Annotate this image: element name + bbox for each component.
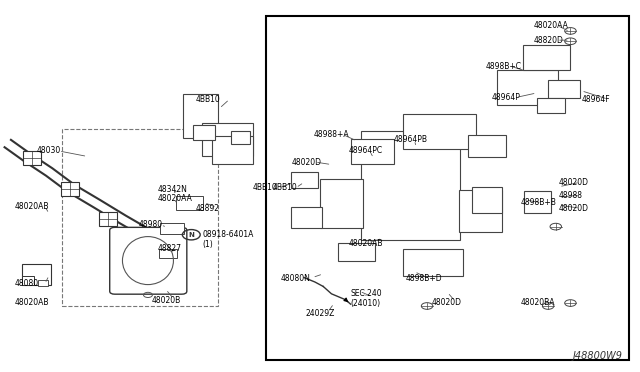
FancyBboxPatch shape — [159, 248, 177, 258]
FancyBboxPatch shape — [231, 131, 250, 144]
FancyBboxPatch shape — [99, 212, 116, 226]
FancyBboxPatch shape — [202, 123, 253, 157]
Text: 48892: 48892 — [196, 203, 220, 213]
FancyBboxPatch shape — [472, 187, 502, 212]
Text: 48020B: 48020B — [151, 296, 180, 305]
Text: 48020BA: 48020BA — [521, 298, 556, 307]
Text: 48030: 48030 — [36, 147, 61, 155]
Text: 48988: 48988 — [559, 191, 583, 200]
Text: 4BB10: 4BB10 — [196, 95, 221, 104]
Text: 48820D: 48820D — [534, 36, 563, 45]
Text: 48020AA: 48020AA — [534, 21, 568, 30]
FancyBboxPatch shape — [183, 94, 218, 138]
FancyBboxPatch shape — [320, 179, 364, 228]
Text: 48020AA: 48020AA — [157, 195, 193, 203]
Text: 48080N: 48080N — [280, 274, 310, 283]
Text: 48020D: 48020D — [559, 203, 589, 213]
FancyBboxPatch shape — [468, 135, 506, 157]
Text: 4BB10: 4BB10 — [253, 183, 278, 192]
FancyBboxPatch shape — [338, 243, 375, 260]
FancyBboxPatch shape — [459, 190, 502, 232]
FancyBboxPatch shape — [212, 136, 253, 164]
FancyBboxPatch shape — [403, 249, 463, 276]
FancyBboxPatch shape — [38, 280, 47, 285]
FancyBboxPatch shape — [23, 151, 41, 164]
Text: J48800W9: J48800W9 — [573, 352, 623, 361]
FancyBboxPatch shape — [291, 207, 322, 228]
Text: 48342N: 48342N — [157, 185, 188, 194]
FancyBboxPatch shape — [22, 276, 34, 285]
FancyBboxPatch shape — [537, 98, 565, 113]
FancyBboxPatch shape — [109, 227, 187, 294]
FancyBboxPatch shape — [403, 114, 476, 149]
Text: 48020D: 48020D — [291, 157, 321, 167]
FancyBboxPatch shape — [22, 264, 51, 285]
Text: 4898B+D: 4898B+D — [406, 274, 443, 283]
FancyBboxPatch shape — [351, 139, 394, 164]
Text: 48020AB: 48020AB — [14, 298, 49, 307]
Text: 4898B+C: 4898B+C — [486, 61, 522, 71]
FancyBboxPatch shape — [266, 16, 629, 359]
Text: SEC.240
(24010): SEC.240 (24010) — [351, 289, 382, 308]
FancyBboxPatch shape — [176, 196, 203, 210]
FancyBboxPatch shape — [193, 125, 215, 140]
FancyBboxPatch shape — [291, 172, 318, 188]
Text: 4898B+B: 4898B+B — [521, 198, 557, 207]
Text: 48827: 48827 — [157, 244, 182, 253]
Text: 08918-6401A
(1): 08918-6401A (1) — [202, 230, 253, 249]
FancyBboxPatch shape — [548, 80, 580, 98]
Text: N: N — [188, 232, 194, 238]
Text: 48964PC: 48964PC — [349, 147, 383, 155]
Text: 48020AB: 48020AB — [349, 239, 383, 248]
Text: 48020D: 48020D — [559, 178, 589, 187]
Text: 4BB10: 4BB10 — [272, 183, 297, 192]
Text: 48964F: 48964F — [581, 95, 610, 104]
FancyBboxPatch shape — [160, 223, 184, 234]
FancyBboxPatch shape — [523, 45, 570, 70]
Text: 48020AB: 48020AB — [14, 202, 49, 211]
Text: 48964PB: 48964PB — [394, 135, 428, 144]
FancyBboxPatch shape — [362, 131, 460, 240]
Text: 48020D: 48020D — [431, 298, 461, 307]
Text: 48964P: 48964P — [492, 93, 521, 102]
FancyBboxPatch shape — [524, 191, 550, 212]
Text: 48980: 48980 — [138, 220, 163, 229]
Text: 24029Z: 24029Z — [306, 309, 335, 318]
FancyBboxPatch shape — [497, 70, 557, 105]
FancyBboxPatch shape — [61, 182, 79, 196]
Text: 48080: 48080 — [14, 279, 38, 288]
Text: 48988+A: 48988+A — [314, 130, 349, 139]
